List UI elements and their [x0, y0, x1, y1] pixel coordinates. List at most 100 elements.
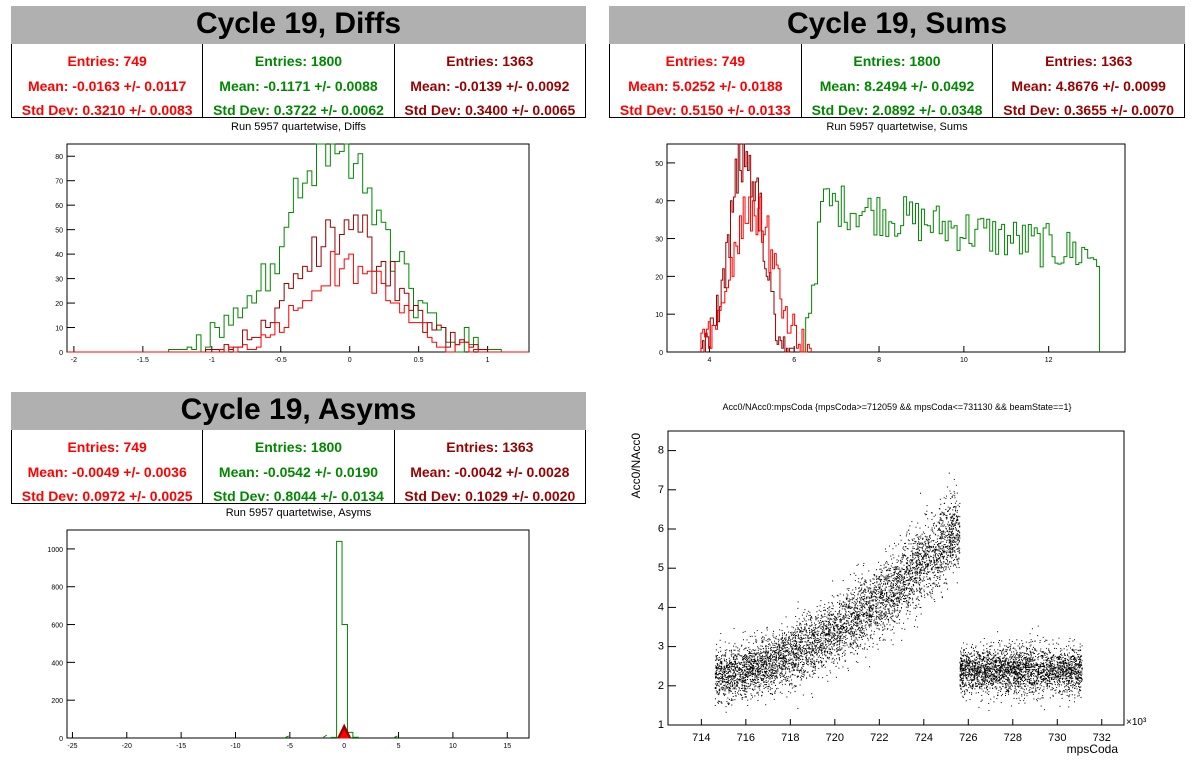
scatter-point: [851, 613, 853, 615]
scatter-point: [736, 684, 738, 686]
scatter-point: [792, 651, 794, 653]
scatter-point: [730, 690, 732, 692]
scatter-point: [765, 655, 767, 657]
scatter-point: [945, 536, 947, 538]
scatter-point: [821, 661, 823, 663]
scatter-point: [933, 599, 935, 601]
scatter-point: [938, 572, 940, 574]
scatter-point: [837, 662, 839, 664]
scatter-point: [790, 641, 792, 643]
scatter-point: [951, 536, 953, 538]
scatter-point: [829, 628, 831, 630]
scatter-point: [914, 540, 916, 542]
scatter-point: [858, 645, 860, 647]
scatter-point: [906, 562, 908, 564]
scatter-point: [740, 687, 742, 689]
scatter-point: [746, 668, 748, 670]
scatter-point: [901, 639, 903, 641]
scatter-point: [940, 553, 942, 555]
scatter-point: [920, 591, 922, 593]
scatter-point: [894, 621, 896, 623]
scatter-point: [789, 639, 791, 641]
scatter-point: [782, 643, 784, 645]
scatter-point: [721, 683, 723, 685]
scatter-point: [753, 661, 755, 663]
scatter-point: [921, 533, 923, 535]
scatter-point: [925, 566, 927, 568]
scatter-point: [728, 679, 730, 681]
scatter-point: [914, 543, 916, 545]
scatter-point: [862, 635, 864, 637]
scatter-point: [806, 652, 808, 654]
scatter-point: [758, 674, 760, 676]
scatter-point: [766, 655, 768, 657]
scatter-point: [862, 591, 864, 593]
scatter-point: [735, 666, 737, 668]
scatter-point: [899, 594, 901, 596]
scatter-point: [733, 663, 735, 665]
scatter-point: [716, 672, 718, 674]
scatter-point: [817, 661, 819, 663]
scatter-point: [900, 559, 902, 561]
scatter-point: [789, 643, 791, 645]
scatter-point: [879, 568, 881, 570]
scatter-point: [791, 652, 793, 654]
scatter-point: [746, 674, 748, 676]
scatter-point: [913, 580, 915, 582]
scatter-point: [781, 661, 783, 663]
scatter-point: [882, 595, 884, 597]
scatter-point: [717, 681, 719, 683]
scatter-point: [918, 549, 920, 551]
scatter-point: [844, 629, 846, 631]
scatter-point: [868, 607, 870, 609]
scatter-point: [863, 562, 865, 564]
scatter-point: [803, 648, 805, 650]
scatter-point: [865, 635, 867, 637]
scatter-point: [849, 628, 851, 630]
scatter-point: [855, 598, 857, 600]
scatter-point: [728, 660, 730, 662]
scatter-point: [818, 609, 820, 611]
scatter-point: [936, 584, 938, 586]
scatter-point: [727, 684, 729, 686]
scatter-point: [744, 654, 746, 656]
scatter-point: [762, 685, 764, 687]
scatter-point: [859, 612, 861, 614]
scatter-point: [916, 551, 918, 553]
scatter-point: [753, 656, 755, 658]
scatter-point: [829, 633, 831, 635]
scatter-point: [734, 659, 736, 661]
scatter-point: [744, 690, 746, 692]
scatter-point: [956, 544, 958, 546]
scatter-point: [896, 622, 898, 624]
scatter-point: [812, 669, 814, 671]
scatter-point: [821, 620, 823, 622]
scatter-point: [772, 665, 774, 667]
scatter-point: [784, 647, 786, 649]
scatter-point: [940, 561, 942, 563]
scatter-point: [751, 635, 753, 637]
scatter-point: [803, 674, 805, 676]
scatter-point: [750, 673, 752, 675]
scatter-point: [725, 676, 727, 678]
scatter-point: [875, 621, 877, 623]
stat-mean: Mean: -0.0042 +/- 0.0028: [410, 463, 570, 480]
scatter-point: [797, 653, 799, 655]
scatter-point: [796, 631, 798, 633]
scatter-point: [767, 659, 769, 661]
scatter-point: [794, 666, 796, 668]
scatter-point: [884, 618, 886, 620]
scatter-point: [820, 652, 822, 654]
scatter-point: [758, 652, 760, 654]
scatter-point: [825, 644, 827, 646]
scatter-point: [775, 663, 777, 665]
scatter-point: [883, 564, 885, 566]
scatter-point: [737, 647, 739, 649]
scatter-point: [856, 614, 858, 616]
scatter-point: [860, 599, 862, 601]
scatter-point: [877, 578, 879, 580]
scatter-point: [764, 661, 766, 663]
scatter-point: [805, 623, 807, 625]
scatter-point: [774, 659, 776, 661]
scatter-point: [856, 611, 858, 613]
